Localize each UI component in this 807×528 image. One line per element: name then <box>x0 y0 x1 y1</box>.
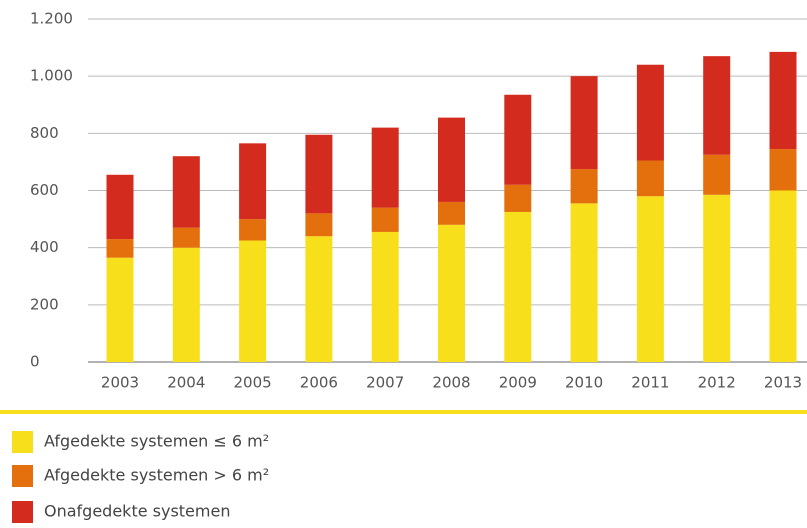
bar-segment <box>438 117 465 202</box>
y-tick-label: 1.200 <box>30 10 73 28</box>
bar-segment <box>371 127 399 208</box>
bar-segment <box>106 174 134 240</box>
bar-segment <box>504 184 532 212</box>
bar-segment <box>769 149 797 191</box>
bar-segment <box>769 51 797 150</box>
legend-swatch <box>12 465 33 487</box>
y-tick-label: 800 <box>30 124 59 142</box>
bar-segment <box>703 56 731 155</box>
x-tick-label: 2005 <box>234 374 272 392</box>
legend-label: Afgedekte systemen ≤ 6 m² <box>44 432 269 451</box>
bar-segment <box>305 134 333 214</box>
x-tick-label: 2008 <box>432 374 470 392</box>
legend-label: Afgedekte systemen > 6 m² <box>44 466 269 485</box>
x-tick-label: 2006 <box>300 374 338 392</box>
bar-segment <box>504 94 532 185</box>
bar-segment <box>305 236 333 362</box>
y-tick-label: 1.000 <box>30 67 73 85</box>
x-tick-label: 2010 <box>565 374 603 392</box>
bar-segment <box>504 211 532 362</box>
bar-segment <box>636 64 664 161</box>
legend-label: Onafgedekte systemen <box>44 502 230 521</box>
bar-segment <box>636 160 664 197</box>
bar-segment <box>172 156 200 228</box>
legend-swatch <box>12 501 33 523</box>
bar-segment <box>305 213 333 237</box>
bar-segment <box>438 201 465 225</box>
x-tick-label: 2011 <box>631 374 669 392</box>
bar-segment <box>703 154 731 195</box>
bar-segment <box>570 169 598 204</box>
bar-segment <box>703 194 731 362</box>
bar-segment <box>438 224 465 362</box>
x-tick-label: 2007 <box>366 374 404 392</box>
x-tick-label: 2003 <box>101 374 139 392</box>
bar-segment <box>172 247 200 362</box>
bar-segment <box>371 207 399 232</box>
bar-segment <box>106 257 134 362</box>
x-tick-label: 2009 <box>499 374 537 392</box>
x-tick-label: 2013 <box>764 374 802 392</box>
bar-segment <box>636 196 664 362</box>
y-tick-label: 200 <box>30 295 59 313</box>
legend-swatch <box>12 431 33 453</box>
x-tick-label: 2012 <box>698 374 736 392</box>
bar-segment <box>106 239 134 258</box>
bar-segment <box>570 76 598 170</box>
bar-segment <box>371 231 399 362</box>
bar-segment <box>239 240 267 362</box>
bar-segment <box>239 219 267 241</box>
separator <box>0 410 807 414</box>
y-tick-label: 0 <box>30 353 40 371</box>
bar-segment <box>769 190 797 362</box>
y-tick-label: 600 <box>30 181 59 199</box>
y-tick-label: 400 <box>30 238 59 256</box>
bar-segment <box>570 203 598 362</box>
x-tick-label: 2004 <box>167 374 205 392</box>
bar-segment <box>172 227 200 248</box>
bar-segment <box>239 143 267 220</box>
